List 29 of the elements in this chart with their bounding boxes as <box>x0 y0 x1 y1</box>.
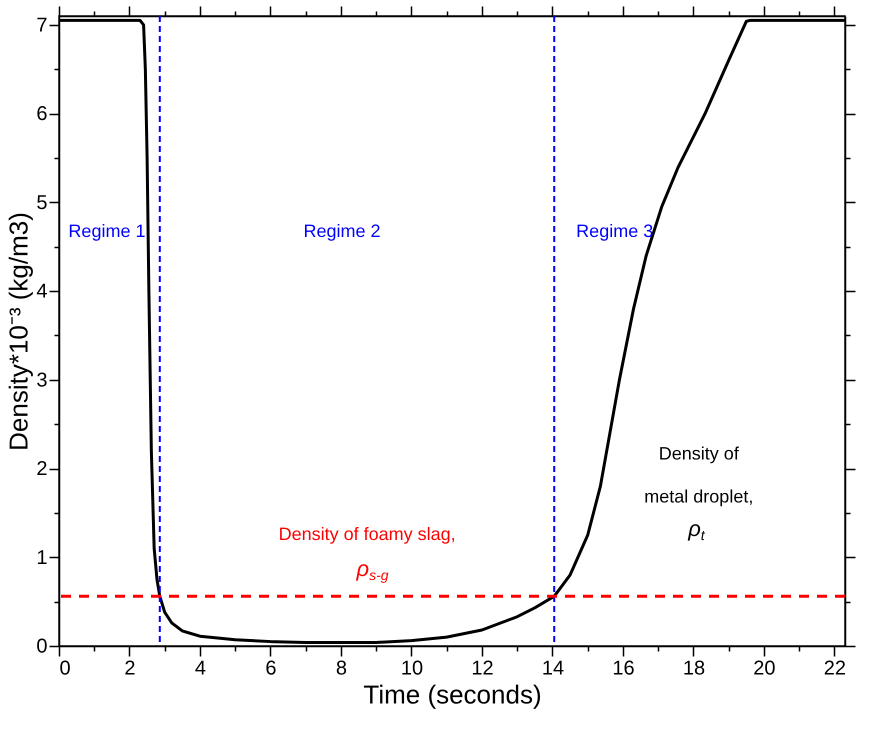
annotation: Regime 2 <box>303 221 380 242</box>
y-tick-label: 2 <box>36 458 48 480</box>
x-tick-label: 22 <box>824 658 846 680</box>
y-tick-label: 4 <box>36 280 48 303</box>
line-series <box>58 18 846 644</box>
x-tick-label: 10 <box>400 658 424 680</box>
y-tick-label: 7 <box>36 14 48 36</box>
y-tick-label: 0 <box>36 636 48 658</box>
x-tick-label: 2 <box>124 658 136 680</box>
x-tick-label: 6 <box>265 658 277 680</box>
annotation: Regime 1 <box>68 221 146 242</box>
x-tick-label: 16 <box>612 658 635 680</box>
annotation: metal droplet, <box>644 486 754 506</box>
x-axis-title: Time (seconds) <box>363 680 542 710</box>
annotation: Regime 3 <box>576 221 654 242</box>
y-axis-title: Density*10⁻³ (kg/m3) <box>3 212 34 451</box>
x-tick-label: 18 <box>682 658 706 680</box>
y-tick-label: 6 <box>36 103 48 126</box>
x-tick-label: 12 <box>471 658 494 680</box>
x-tick-label: 8 <box>336 658 348 680</box>
x-tick-label: 0 <box>60 658 71 680</box>
annotation: Density of foamy slag, <box>278 524 456 544</box>
y-tick-label: 1 <box>36 546 48 569</box>
y-tick-label: 5 <box>36 192 48 214</box>
x-tick-label: 14 <box>542 658 564 680</box>
annotation: Density of <box>658 443 740 464</box>
y-tick-label: 3 <box>36 369 48 392</box>
x-tick-label: 20 <box>753 658 776 680</box>
x-tick-label: 4 <box>194 658 206 680</box>
